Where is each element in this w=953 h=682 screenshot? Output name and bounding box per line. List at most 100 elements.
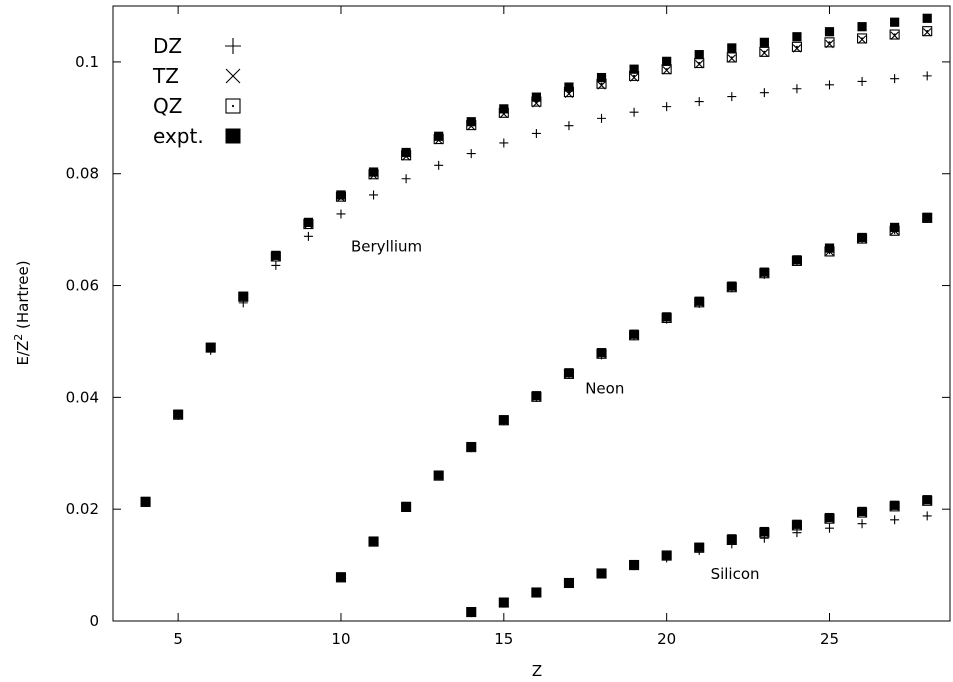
expt-point: [824, 243, 835, 253]
qz-point: [759, 46, 770, 57]
tz-point: [890, 31, 899, 40]
expt-point: [792, 519, 802, 529]
qz-point: [889, 29, 900, 40]
tz-point: [923, 28, 932, 37]
expt-point: [596, 348, 607, 358]
expt-point: [694, 296, 704, 306]
expt-point: [499, 104, 509, 114]
y-tick-label: 0.1: [75, 53, 99, 71]
dz-point: [792, 84, 802, 94]
series-neon: [335, 212, 933, 583]
annotations: Beryllium Neon Silicon: [351, 237, 760, 583]
dz-point: [922, 71, 932, 81]
expt-point: [629, 329, 639, 339]
expt-point: [890, 17, 900, 27]
expt-point: [564, 368, 574, 378]
dz-point: [499, 138, 509, 148]
y-tick-label: 0: [89, 612, 99, 630]
expt-point: [225, 128, 241, 144]
tz-point: [662, 66, 671, 75]
dz-point: [466, 149, 476, 159]
expt-point: [727, 281, 737, 291]
tz-point: [695, 59, 704, 69]
expt-point: [662, 56, 672, 66]
axis-ticks: 5 10 15 20 25 0 0.02 0.04 0.06 0.08 0.1: [66, 6, 950, 648]
expt-point: [922, 13, 932, 23]
expt-point: [922, 495, 932, 505]
expt-point: [271, 250, 281, 260]
tz-point: [727, 54, 736, 63]
expt-point: [466, 441, 476, 452]
dz-point: [531, 128, 541, 138]
qz-point: [824, 37, 835, 48]
x-tick-label: 10: [331, 630, 350, 648]
dz-point: [434, 160, 444, 170]
expt-point: [857, 506, 867, 517]
plot-frame: [112, 5, 951, 622]
dz-point: [857, 76, 867, 86]
dz-point: [857, 519, 867, 529]
dz-point: [922, 511, 932, 521]
tz-point: [857, 35, 867, 44]
series-beryllium: [140, 13, 933, 507]
expt-point: [368, 167, 379, 177]
dz-point: [890, 515, 900, 525]
x-axis-label: Z: [532, 662, 542, 680]
qz-point: [225, 98, 241, 114]
expt-point: [401, 501, 411, 511]
expt-point: [857, 22, 867, 32]
qz-point: [791, 41, 802, 52]
dz-point: [824, 80, 834, 90]
dz-point: [597, 113, 607, 123]
dz-point: [401, 174, 411, 184]
dz-point: [369, 190, 379, 200]
y-axis-label-main: E/Z: [14, 341, 32, 366]
y-axis-label: E/Z2 (Hartree): [12, 260, 32, 365]
expt-point: [140, 496, 151, 506]
y-tick-label: 0.02: [66, 500, 99, 518]
expt-point: [499, 597, 509, 608]
expt-point: [531, 587, 541, 598]
dz-point: [662, 102, 672, 112]
expt-point: [922, 212, 932, 222]
expt-point: [303, 217, 314, 227]
legend-label-dz: DZ: [153, 34, 182, 58]
expt-point: [564, 578, 574, 588]
qz-point-dot: [231, 104, 235, 108]
expt-point: [336, 190, 346, 200]
expt-point: [596, 72, 607, 83]
expt-point: [824, 27, 835, 37]
tz-point: [225, 68, 241, 84]
dz-point: [336, 209, 346, 219]
expt-point: [596, 568, 607, 579]
annotation-silicon: Silicon: [711, 565, 760, 583]
dz-point: [629, 107, 639, 117]
tz-point: [597, 81, 606, 90]
expt-point: [629, 559, 639, 570]
annotation-neon: Neon: [585, 379, 624, 397]
expt-point: [857, 232, 867, 243]
tz-point: [792, 44, 802, 53]
y-tick-label: 0.04: [66, 388, 99, 406]
expt-point: [173, 409, 183, 419]
legend-label-expt: expt.: [153, 124, 204, 148]
expt-point: [694, 50, 704, 60]
data-marks: [140, 13, 933, 618]
dz-point: [824, 523, 834, 533]
expt-point: [238, 291, 248, 301]
tz-point: [760, 48, 769, 58]
dz-point: [759, 88, 769, 98]
x-tick-label: 15: [494, 630, 513, 648]
legend: DZ TZ QZ expt.: [152, 34, 241, 148]
expt-point: [368, 536, 379, 546]
qz-point: [726, 52, 737, 63]
expt-point: [694, 542, 704, 552]
expt-point: [434, 131, 444, 141]
expt-point: [401, 147, 411, 158]
y-tick-label: 0.08: [66, 165, 99, 183]
dz-point: [890, 74, 900, 84]
expt-point: [662, 312, 672, 322]
x-tick-label: 20: [657, 630, 676, 648]
expt-point: [727, 534, 737, 544]
